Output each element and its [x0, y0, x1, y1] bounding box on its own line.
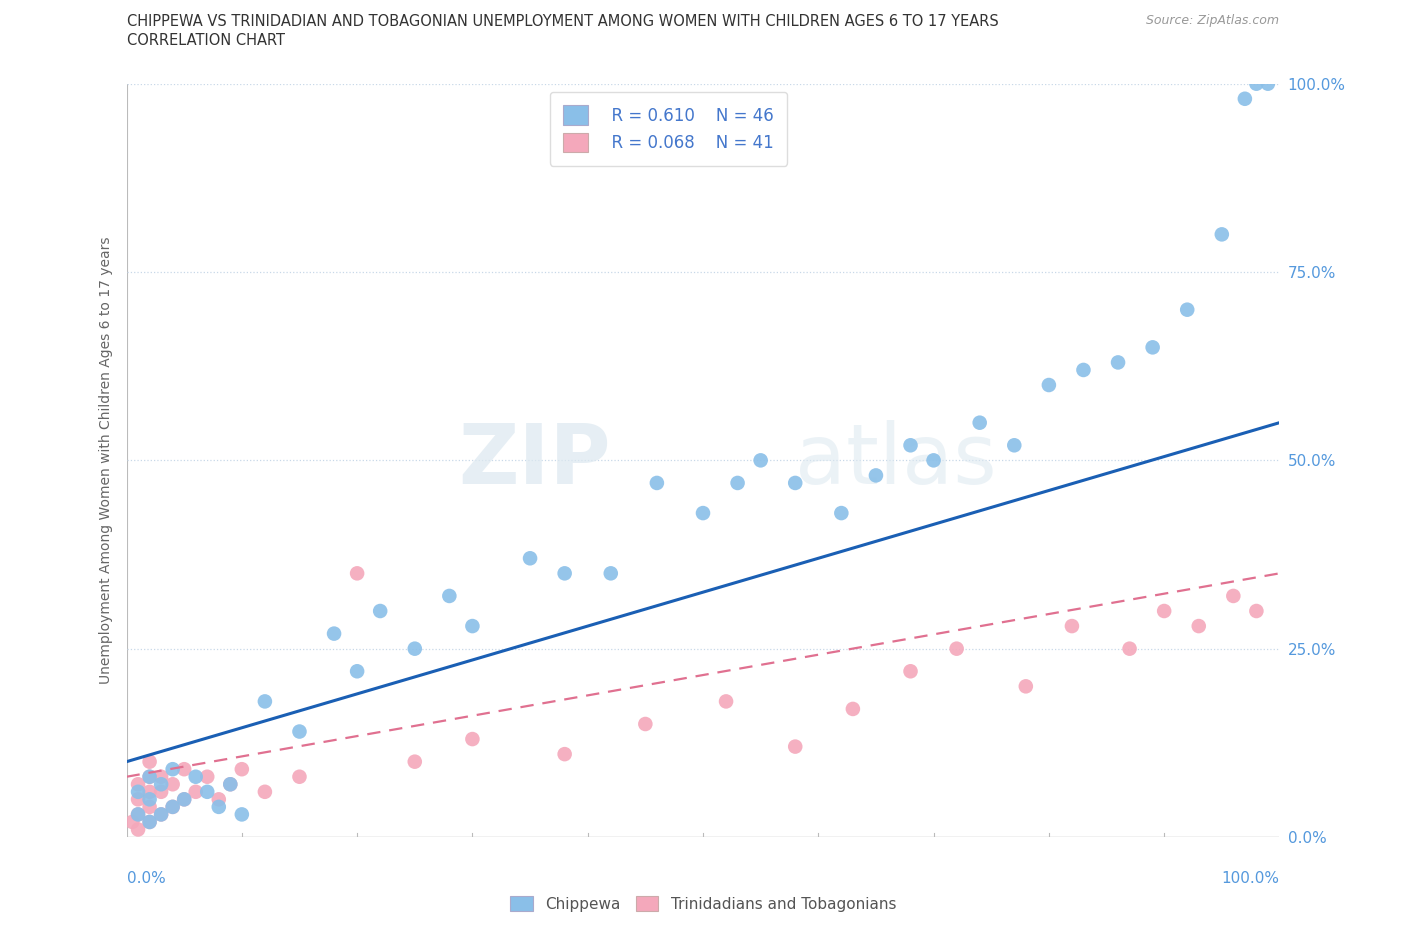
Point — [1153, 604, 1175, 618]
Point — [1246, 76, 1268, 91]
Point — [900, 438, 922, 453]
Point — [404, 642, 426, 657]
Point — [127, 784, 149, 799]
Point — [219, 777, 242, 791]
Point — [162, 800, 184, 815]
Text: Source: ZipAtlas.com: Source: ZipAtlas.com — [1146, 14, 1279, 27]
Point — [404, 754, 426, 769]
Text: CHIPPEWA VS TRINIDADIAN AND TOBAGONIAN UNEMPLOYMENT AMONG WOMEN WITH CHILDREN AG: CHIPPEWA VS TRINIDADIAN AND TOBAGONIAN U… — [127, 14, 998, 29]
Point — [785, 475, 807, 490]
Point — [1142, 340, 1164, 355]
Point — [1211, 227, 1233, 242]
Point — [138, 769, 160, 784]
Point — [645, 475, 668, 490]
Point — [1175, 302, 1198, 317]
Point — [173, 792, 195, 807]
Point — [231, 762, 253, 777]
Point — [461, 732, 484, 747]
Point — [1002, 438, 1025, 453]
Point — [253, 784, 276, 799]
Y-axis label: Unemployment Among Women with Children Ages 6 to 17 years: Unemployment Among Women with Children A… — [98, 236, 112, 684]
Text: CORRELATION CHART: CORRELATION CHART — [127, 33, 284, 48]
Point — [830, 506, 852, 521]
Point — [138, 784, 160, 799]
Point — [1107, 355, 1129, 370]
Point — [127, 792, 149, 807]
Point — [150, 777, 173, 791]
Legend:   R = 0.610    N = 46,   R = 0.068    N = 41: R = 0.610 N = 46, R = 0.068 N = 41 — [550, 92, 787, 166]
Point — [922, 453, 945, 468]
Point — [219, 777, 242, 791]
Point — [1246, 604, 1268, 618]
Text: 100.0%: 100.0% — [1222, 871, 1279, 886]
Point — [714, 694, 737, 709]
Point — [127, 777, 149, 791]
Text: atlas: atlas — [796, 419, 997, 501]
Point — [127, 807, 149, 822]
Point — [173, 792, 195, 807]
Point — [231, 807, 253, 822]
Point — [162, 800, 184, 815]
Point — [288, 724, 311, 739]
Point — [554, 747, 576, 762]
Point — [842, 701, 865, 716]
Point — [138, 754, 160, 769]
Point — [150, 784, 173, 799]
Point — [138, 815, 160, 830]
Point — [208, 800, 231, 815]
Point — [150, 807, 173, 822]
Point — [127, 807, 149, 822]
Point — [519, 551, 541, 565]
Point — [969, 415, 991, 430]
Point — [195, 769, 218, 784]
Point — [127, 822, 149, 837]
Point — [900, 664, 922, 679]
Point — [439, 589, 461, 604]
Point — [692, 506, 714, 521]
Point — [195, 784, 218, 799]
Point — [184, 784, 207, 799]
Point — [1073, 363, 1095, 378]
Point — [945, 642, 967, 657]
Point — [785, 739, 807, 754]
Point — [150, 769, 173, 784]
Point — [1257, 76, 1279, 91]
Point — [150, 807, 173, 822]
Point — [138, 800, 160, 815]
Point — [253, 694, 276, 709]
Point — [1118, 642, 1140, 657]
Point — [138, 815, 160, 830]
Point — [865, 468, 887, 483]
Point — [368, 604, 391, 618]
Point — [1233, 91, 1256, 106]
Point — [138, 792, 160, 807]
Point — [208, 792, 231, 807]
Text: ZIP: ZIP — [458, 419, 610, 501]
Point — [184, 769, 207, 784]
Point — [1060, 618, 1083, 633]
Point — [461, 618, 484, 633]
Point — [1038, 378, 1060, 392]
Point — [173, 762, 195, 777]
Point — [288, 769, 311, 784]
Point — [1188, 618, 1211, 633]
Point — [554, 565, 576, 580]
Point — [1015, 679, 1038, 694]
Point — [346, 664, 368, 679]
Point — [162, 762, 184, 777]
Point — [121, 815, 143, 830]
Point — [749, 453, 772, 468]
Point — [138, 769, 160, 784]
Point — [634, 717, 657, 732]
Point — [599, 565, 621, 580]
Point — [346, 565, 368, 580]
Point — [1222, 589, 1244, 604]
Text: 0.0%: 0.0% — [127, 871, 166, 886]
Legend: Chippewa, Trinidadians and Tobagonians: Chippewa, Trinidadians and Tobagonians — [503, 889, 903, 918]
Point — [727, 475, 749, 490]
Point — [162, 777, 184, 791]
Point — [323, 626, 346, 641]
